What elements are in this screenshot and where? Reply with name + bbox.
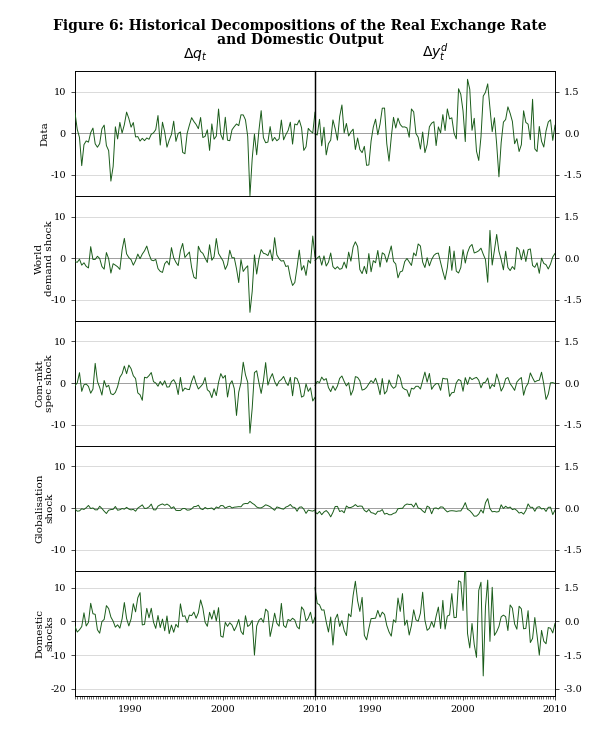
Y-axis label: World
demand shock: World demand shock [35, 220, 55, 296]
Text: and Domestic Output: and Domestic Output [217, 33, 383, 48]
Text: $\Delta q_t$: $\Delta q_t$ [183, 46, 207, 63]
Y-axis label: Globalisation
shock: Globalisation shock [35, 473, 55, 543]
Text: $\Delta y_t^d$: $\Delta y_t^d$ [422, 42, 448, 63]
Y-axis label: Data: Data [40, 121, 49, 146]
Text: Figure 6: Historical Decompositions of the Real Exchange Rate: Figure 6: Historical Decompositions of t… [53, 19, 547, 33]
Y-axis label: Com-mkt
spec shock: Com-mkt spec shock [35, 354, 55, 412]
Y-axis label: Domestic
shocks: Domestic shocks [35, 609, 55, 658]
